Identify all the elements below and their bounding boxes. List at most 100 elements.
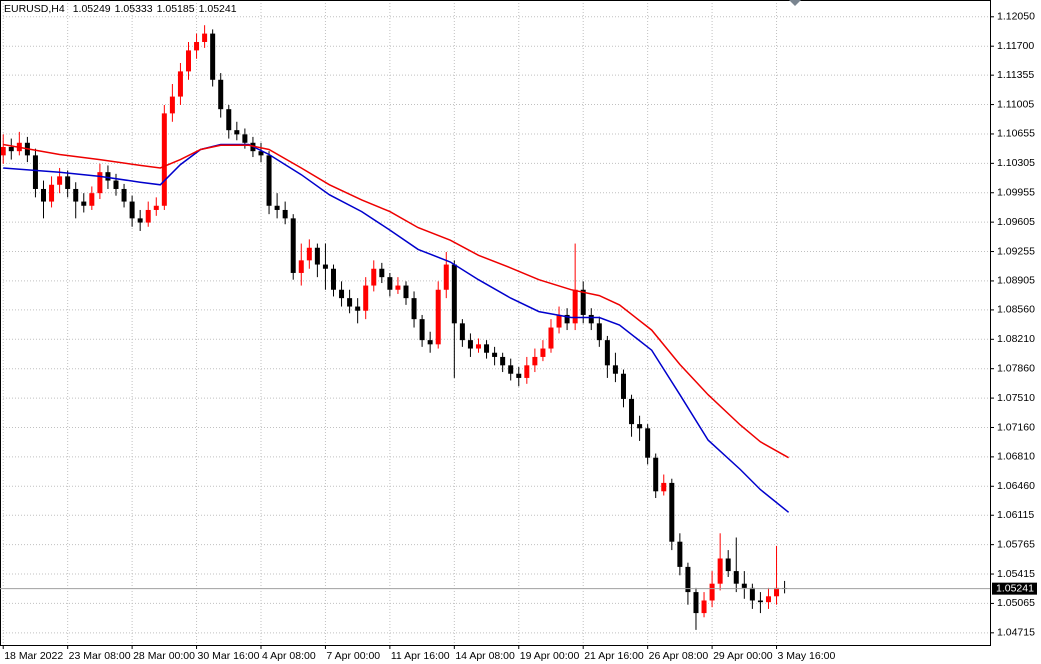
x-tick-label: 3 May 16:00 — [778, 650, 836, 662]
candle-body — [572, 289, 578, 324]
candle-body — [161, 113, 167, 206]
candle-body — [121, 188, 127, 202]
candle-body — [612, 365, 618, 374]
y-tick-label: 1.07160 — [997, 421, 1035, 433]
candle-body — [177, 71, 183, 97]
x-tick-label: 4 Apr 08:00 — [262, 650, 316, 662]
x-tick-label: 7 Apr 00:00 — [326, 650, 380, 662]
candle-body — [637, 424, 643, 429]
y-tick-label: 1.05065 — [997, 597, 1035, 609]
title-value: 1.05185 — [157, 3, 195, 15]
candle-body — [443, 264, 449, 290]
candle-body — [741, 583, 747, 588]
candle-body — [556, 314, 562, 328]
y-tick-label: 1.07860 — [997, 362, 1035, 374]
candle-body — [395, 285, 401, 290]
candle-body — [403, 285, 409, 299]
symbol: EURUSD,H4 — [4, 3, 65, 15]
candle-body — [0, 146, 6, 156]
candle-body — [330, 268, 336, 290]
x-tick-label: 21 Apr 16:00 — [584, 650, 644, 662]
y-tick-label: 1.09255 — [997, 245, 1035, 257]
candle-body — [701, 600, 707, 614]
candle-body — [242, 134, 248, 143]
y-tick-label: 1.08560 — [997, 304, 1035, 316]
candle-body — [717, 558, 723, 584]
candle-body — [645, 428, 651, 458]
candle-body — [516, 373, 522, 378]
candle-body — [379, 268, 385, 278]
candle-body — [629, 398, 635, 425]
x-tick-label: 18 Mar 2022 — [4, 650, 63, 662]
candle-body — [290, 218, 296, 273]
candle-body — [419, 319, 425, 341]
candle-body — [306, 247, 312, 261]
y-tick-label: 1.11355 — [997, 69, 1034, 81]
y-tick-label: 1.10305 — [997, 157, 1035, 169]
candle-body — [355, 306, 361, 311]
candle-body — [314, 247, 320, 265]
candle-body — [459, 323, 465, 341]
candle-body — [725, 558, 731, 572]
title-value: 1.05333 — [115, 3, 153, 15]
candle-body — [185, 50, 191, 72]
candle-body — [97, 172, 103, 194]
candle-body — [8, 146, 14, 152]
candle-body — [298, 260, 304, 273]
candle-body — [57, 176, 63, 185]
candle-body — [371, 268, 377, 286]
x-tick-label: 19 Apr 00:00 — [520, 650, 580, 662]
candle-body — [137, 218, 143, 223]
y-tick-label: 1.06115 — [997, 509, 1034, 521]
y-tick-label: 1.09605 — [997, 216, 1035, 228]
candle-body — [347, 298, 353, 307]
candle-body — [322, 264, 328, 269]
candle-body — [145, 209, 151, 223]
x-tick-label: 29 Apr 00:00 — [713, 650, 773, 662]
moving-average — [3, 143, 790, 513]
price-tag — [992, 582, 1037, 595]
candle-body — [757, 600, 763, 603]
candle-body — [427, 340, 433, 345]
candle-body — [765, 596, 771, 603]
y-tick-label: 1.07510 — [997, 392, 1035, 404]
candle-body — [548, 327, 554, 349]
x-tick-label: 30 Mar 16:00 — [198, 650, 260, 662]
candle-body — [588, 314, 594, 324]
candle-body — [411, 298, 417, 320]
plot-frame — [0, 0, 991, 646]
marks — [0, 25, 790, 630]
candle-body — [89, 193, 95, 206]
y-tick-label: 1.05415 — [997, 568, 1035, 580]
y-tick-label: 1.09955 — [997, 187, 1035, 199]
candle-body — [202, 33, 208, 42]
price-label: 1.05241 — [996, 582, 1034, 594]
candle-body — [653, 457, 659, 492]
candle-body — [596, 323, 602, 341]
candle-body — [661, 482, 667, 492]
candle-body — [81, 201, 87, 206]
candle-body — [508, 365, 514, 374]
x-tick-label: 11 Apr 16:00 — [391, 650, 450, 662]
y-tick-label: 1.11700 — [997, 40, 1034, 52]
candle-body — [266, 155, 272, 206]
candle-body — [492, 352, 498, 357]
candle-body — [258, 151, 264, 156]
candle-body — [540, 348, 546, 357]
candle-body — [685, 566, 691, 593]
y-tick-label: 1.04715 — [997, 627, 1035, 639]
y-tick-label: 1.05765 — [997, 538, 1035, 550]
x-tick-label: 14 Apr 08:00 — [455, 650, 515, 662]
candle-body — [105, 172, 111, 181]
y-tick-label: 1.11005 — [997, 98, 1034, 110]
candle-body — [234, 130, 240, 135]
candle-body — [693, 592, 699, 614]
y-tick-label: 1.08210 — [997, 333, 1035, 345]
candle-body — [169, 96, 175, 114]
candle-body — [435, 289, 441, 345]
candle-body — [274, 205, 280, 210]
candle-body — [363, 285, 369, 311]
candle-body — [524, 365, 530, 378]
